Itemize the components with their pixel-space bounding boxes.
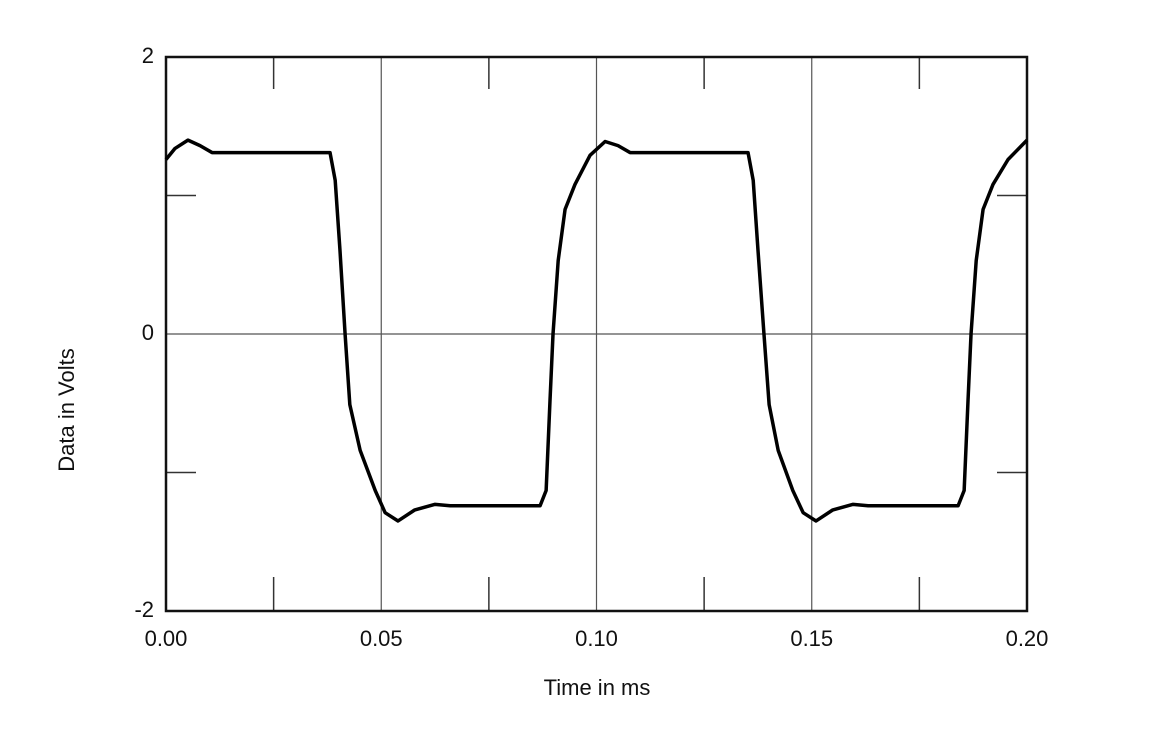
- x-axis-label: Time in ms: [544, 675, 651, 700]
- plot-frame: [164, 55, 1029, 613]
- x-tick-label: 0.20: [1006, 626, 1049, 651]
- y-tick-label: -2: [134, 597, 154, 622]
- x-tick-label: 0.10: [575, 626, 618, 651]
- data-line: [164, 138, 1029, 523]
- x-tick-label: 0.15: [790, 626, 833, 651]
- y-axis-label: Data in Volts: [54, 348, 79, 472]
- x-tick-label: 0.05: [360, 626, 403, 651]
- y-tick-label: 0: [142, 320, 154, 345]
- x-tick-label: 0.00: [145, 626, 188, 651]
- y-tick-label: 2: [142, 43, 154, 68]
